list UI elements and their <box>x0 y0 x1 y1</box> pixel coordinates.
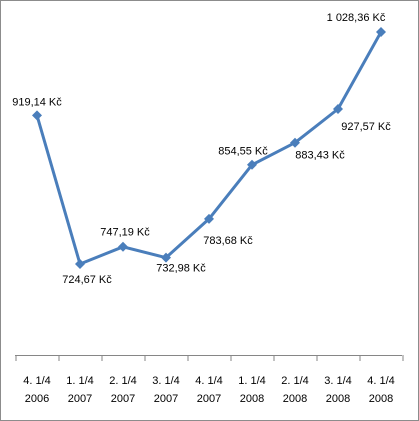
data-label: 854,55 Kč <box>218 146 268 158</box>
marker <box>161 252 171 263</box>
data-label: 747,19 Kč <box>100 227 150 239</box>
x-tick-label: 1. 1/4 2007 <box>66 375 94 405</box>
marker <box>118 241 128 252</box>
marker <box>32 110 42 121</box>
data-label: 1 028,36 Kč <box>327 12 386 24</box>
data-label: 732,98 Kč <box>156 263 206 275</box>
x-tick-label: 4. 1/4 2006 <box>23 375 51 405</box>
x-tick-label: 2. 1/4 2008 <box>281 375 309 405</box>
marker <box>75 259 85 269</box>
data-label: 883,43 Kč <box>295 150 345 162</box>
x-tick-label: 4. 1/4 2008 <box>367 375 395 405</box>
data-label: 724,67 Kč <box>62 274 112 286</box>
x-tick-label: 3. 1/4 2007 <box>152 375 180 405</box>
x-tick-label: 3. 1/4 2008 <box>324 375 352 405</box>
x-tick-label: 1. 1/4 2008 <box>238 375 266 405</box>
marker <box>333 103 343 114</box>
data-label: 783,68 Kč <box>203 235 253 247</box>
marker <box>204 213 214 224</box>
marker <box>247 159 257 170</box>
x-tick-label: 4. 1/4 2007 <box>195 375 223 405</box>
x-tick-label: 2. 1/4 2007 <box>109 375 137 405</box>
data-label: 919,14 Kč <box>12 96 62 108</box>
data-label: 927,57 Kč <box>341 121 391 133</box>
marker <box>290 137 300 148</box>
marker <box>376 27 386 37</box>
